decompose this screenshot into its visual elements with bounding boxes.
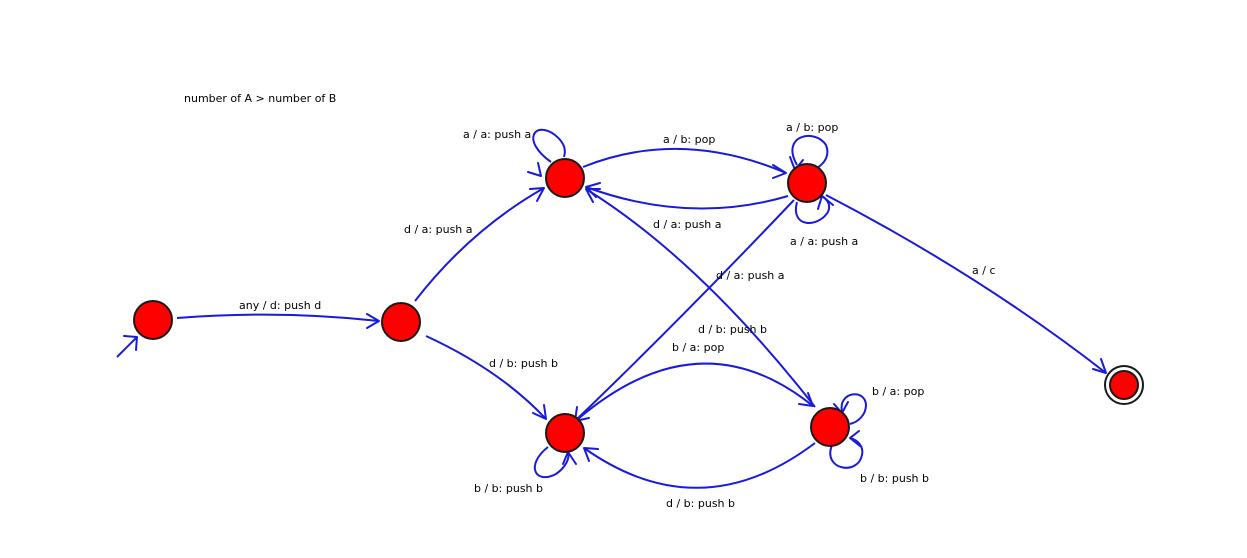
label-t15: b / b: push b: [474, 482, 543, 495]
transition-t9[interactable]: [574, 199, 795, 422]
transition-t10-arrowhead: [585, 188, 601, 203]
label-t3: a / a: push a: [463, 128, 531, 141]
transition-t12[interactable]: [583, 442, 816, 489]
transition-t8-arrowhead: [1092, 358, 1107, 374]
transition-t8[interactable]: [825, 194, 1107, 374]
label-t1: d / a: push a: [404, 223, 473, 236]
label-t8: a / c: [972, 264, 996, 277]
state-s4[interactable]: [545, 413, 585, 453]
transition-t2[interactable]: [425, 335, 547, 420]
transition-t11[interactable]: [577, 362, 814, 420]
transition-t15[interactable]: [533, 446, 570, 479]
transition-t15-arrowhead: [562, 451, 577, 465]
label-t10: d / b: push b: [698, 323, 767, 336]
transition-t4[interactable]: [582, 147, 787, 174]
initial-arrow-head: [123, 335, 138, 351]
transition-t2-arrowhead: [532, 404, 547, 420]
transition-t0[interactable]: [176, 313, 380, 322]
label-t5: d / a: push a: [653, 218, 722, 231]
state-s2[interactable]: [545, 158, 585, 198]
transition-t1-arrowhead: [529, 187, 545, 202]
transition-t3[interactable]: [532, 128, 566, 163]
transition-t5[interactable]: [585, 186, 789, 210]
label-t0: any / d: push d: [239, 299, 321, 312]
state-s3[interactable]: [787, 163, 827, 203]
label-t2: d / b: push b: [489, 357, 558, 370]
label-t4: a / b: pop: [663, 133, 715, 146]
state-s0[interactable]: [133, 300, 173, 340]
transition-t3-arrowhead: [527, 162, 542, 177]
transition-t4-arrowhead: [772, 164, 787, 179]
transition-t0-arrowhead: [366, 313, 380, 329]
transition-t11-arrowhead: [798, 392, 814, 407]
state-s1[interactable]: [381, 302, 421, 342]
state-s6[interactable]: [1109, 370, 1139, 400]
label-t6: a / b: pop: [786, 121, 838, 134]
transition-t13[interactable]: [840, 393, 868, 425]
state-s5[interactable]: [810, 407, 850, 447]
initial-arrow: [116, 336, 138, 358]
label-t11: b / a: pop: [672, 341, 724, 354]
diagram-note: number of A > number of B: [184, 92, 337, 105]
label-t14: b / b: push b: [860, 472, 929, 485]
label-t7: a / a: push a: [790, 235, 858, 248]
transition-t1[interactable]: [414, 187, 545, 302]
label-t9: d / a: push a: [716, 269, 785, 282]
transition-t6[interactable]: [791, 135, 829, 169]
transition-t10[interactable]: [585, 188, 816, 408]
label-t12: d / b: push b: [666, 497, 735, 510]
transition-t14-arrowhead: [849, 430, 861, 447]
label-t13: b / a: pop: [872, 385, 924, 398]
transition-t12-arrowhead: [583, 447, 599, 462]
transition-t14[interactable]: [829, 437, 864, 469]
